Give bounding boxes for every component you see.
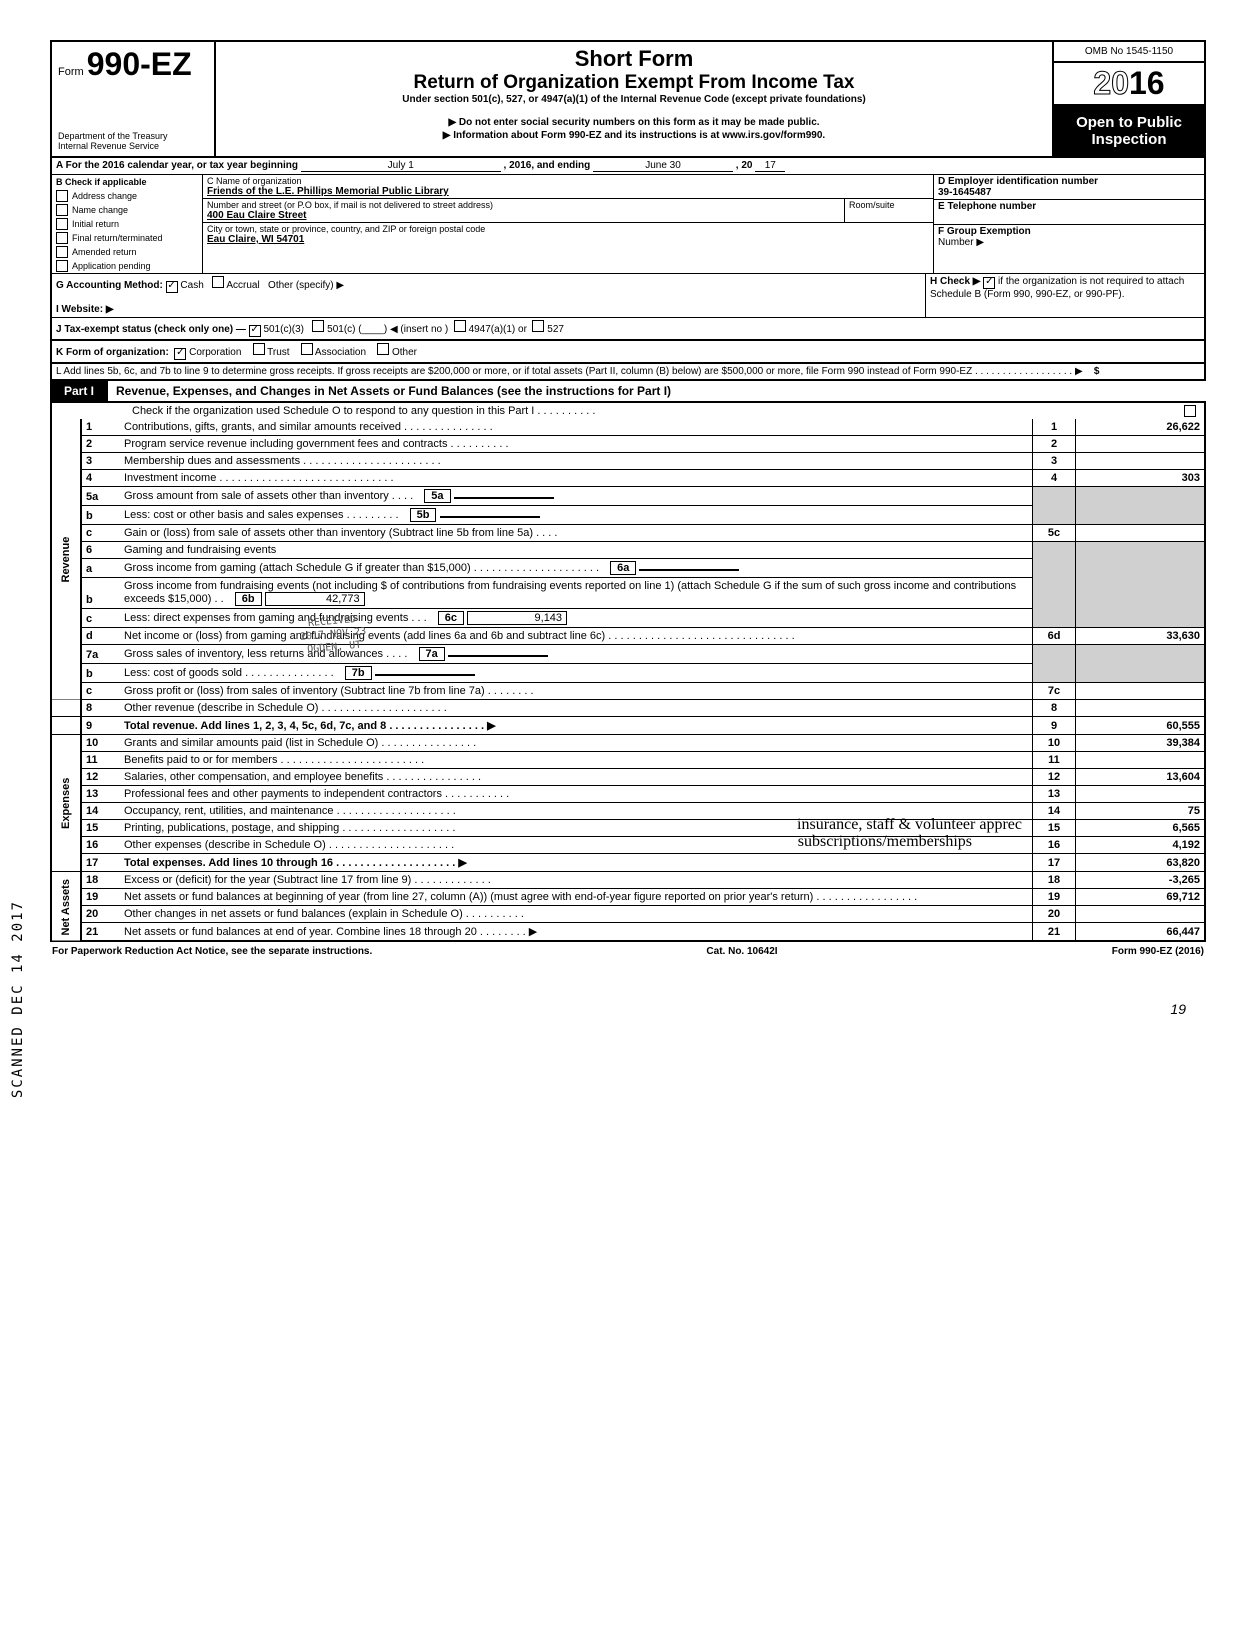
chk-pending[interactable] — [56, 260, 68, 272]
line13-val — [1076, 786, 1206, 803]
line5b-val — [440, 516, 540, 518]
revenue-label: Revenue — [51, 419, 81, 700]
chk-501c3[interactable] — [249, 325, 261, 337]
chk-initial[interactable] — [56, 218, 68, 230]
tax-year: 2016 — [1054, 63, 1204, 106]
line21-val: 66,447 — [1076, 923, 1206, 942]
under-section: Under section 501(c), 527, or 4947(a)(1)… — [224, 94, 1044, 105]
chk-cash[interactable] — [166, 281, 178, 293]
year-end: June 30 — [593, 160, 733, 172]
ssn-notice: ▶ Do not enter social security numbers o… — [224, 117, 1044, 128]
row-k: K Form of organization: Corporation Trus… — [50, 341, 1206, 364]
line7a-val — [448, 655, 548, 657]
room-suite: Room/suite — [844, 199, 933, 223]
line15-val: 6,565 — [1076, 820, 1206, 837]
ein: 39-1645487 — [938, 187, 991, 198]
line19-val: 69,712 — [1076, 889, 1206, 906]
row-l: L Add lines 5b, 6c, and 7b to line 9 to … — [50, 364, 1206, 381]
chk-527[interactable] — [532, 320, 544, 332]
form-header: Form 990-EZ Department of the Treasury I… — [50, 40, 1206, 158]
form-number: Form 990-EZ — [58, 46, 208, 83]
line4-val: 303 — [1076, 470, 1206, 487]
chk-corp[interactable] — [174, 348, 186, 360]
handwriting-15: insurance, staff & volunteer apprec — [797, 816, 1022, 834]
line12-val: 13,604 — [1076, 769, 1206, 786]
received-stamp: RECEIVED2017 NOV 23OGDEN, UT — [298, 612, 367, 657]
line6d-val: 33,630 — [1076, 628, 1206, 645]
line8-val — [1076, 700, 1206, 717]
chk-accrual[interactable] — [212, 276, 224, 288]
short-form-title: Short Form — [224, 46, 1044, 72]
info-notice: ▶ Information about Form 990-EZ and its … — [224, 130, 1044, 141]
line6a-val — [639, 569, 739, 571]
footer: For Paperwork Reduction Act Notice, see … — [50, 942, 1206, 961]
chk-schedule-b[interactable] — [983, 277, 995, 289]
lines-table: Revenue 1Contributions, gifts, grants, a… — [50, 419, 1206, 942]
row-g: G Accounting Method: Cash Accrual Other … — [50, 273, 1206, 302]
year-yy: 17 — [755, 160, 785, 172]
line5a-val — [454, 497, 554, 499]
dept-treasury: Department of the Treasury Internal Reve… — [58, 132, 208, 152]
chk-amended[interactable] — [56, 246, 68, 258]
open-public: Open to Public Inspection — [1054, 106, 1204, 156]
chk-501c[interactable] — [312, 320, 324, 332]
line5c-val — [1076, 525, 1206, 542]
chk-trust[interactable] — [253, 343, 265, 355]
part1-check: Check if the organization used Schedule … — [50, 401, 1206, 419]
line6b-val: 42,773 — [265, 592, 365, 606]
line6c-val: 9,143 — [467, 611, 567, 625]
line18-val: -3,265 — [1076, 872, 1206, 889]
section-bcdef: B Check if applicable Address change Nam… — [50, 175, 1206, 273]
chk-final[interactable] — [56, 232, 68, 244]
row-i: I Website: ▶ — [50, 302, 1206, 317]
chk-name[interactable] — [56, 204, 68, 216]
chk-other[interactable] — [377, 343, 389, 355]
org-address: 400 Eau Claire Street — [207, 210, 840, 221]
col-c: C Name of organization Friends of the L.… — [203, 175, 934, 273]
omb-number: OMB No 1545-1150 — [1054, 42, 1204, 63]
chk-schedO[interactable] — [1184, 405, 1196, 417]
line7c-val — [1076, 683, 1206, 700]
row-a-tax-year: A For the 2016 calendar year, or tax yea… — [50, 158, 1206, 175]
return-title: Return of Organization Exempt From Incom… — [224, 72, 1044, 94]
col-def: D Employer identification number 39-1645… — [934, 175, 1204, 273]
line3-val — [1076, 453, 1206, 470]
handwriting-16: subscriptions/memberships — [798, 833, 972, 851]
part1-header: Part I Revenue, Expenses, and Changes in… — [50, 381, 1206, 401]
line16-val: 4,192 — [1076, 837, 1206, 854]
line20-val — [1076, 906, 1206, 923]
line9-val: 60,555 — [1076, 717, 1206, 735]
chk-assoc[interactable] — [301, 343, 313, 355]
line11-val — [1076, 752, 1206, 769]
line10-val: 39,384 — [1076, 735, 1206, 752]
year-begin: July 1 — [301, 160, 501, 172]
expenses-label: Expenses — [51, 735, 81, 872]
line14-val: 75 — [1076, 803, 1206, 820]
line7b-val — [375, 674, 475, 676]
org-name: Friends of the L.E. Phillips Memorial Pu… — [207, 186, 929, 197]
scanned-stamp: SCANNED DEC 14 2017 — [10, 900, 26, 1098]
line2-val — [1076, 436, 1206, 453]
col-b: B Check if applicable Address change Nam… — [52, 175, 203, 273]
line1-val: 26,622 — [1076, 419, 1206, 436]
org-city: Eau Claire, WI 54701 — [207, 234, 929, 245]
row-j: J Tax-exempt status (check only one) — 5… — [50, 317, 1206, 341]
chk-4947[interactable] — [454, 320, 466, 332]
chk-address[interactable] — [56, 190, 68, 202]
line17-val: 63,820 — [1076, 854, 1206, 872]
page-number: 19 — [50, 1001, 1206, 1017]
netassets-label: Net Assets — [51, 872, 81, 942]
